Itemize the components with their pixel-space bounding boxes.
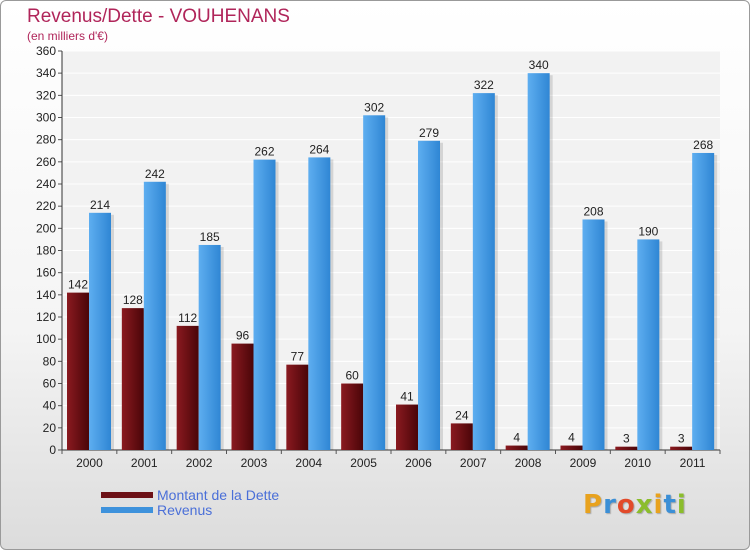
data-label: 77 (291, 350, 305, 364)
y-tick-label: 80 (43, 354, 57, 368)
data-label: 3 (678, 432, 685, 446)
y-tick-label: 120 (36, 310, 56, 324)
bar-revenus (198, 244, 221, 450)
chart-subtitle: (en milliers d'€) (27, 29, 108, 43)
legend-label-dette: Montant de la Dette (157, 486, 280, 503)
legend-swatch-revenus (101, 506, 153, 513)
logo-letter: o (616, 490, 636, 520)
logo-letter: t (663, 490, 677, 520)
bar-dette (560, 445, 583, 450)
data-label: 60 (345, 369, 359, 383)
x-tick-label: 2004 (295, 456, 322, 470)
y-tick-label: 20 (43, 421, 57, 435)
x-tick-label: 2000 (76, 456, 103, 470)
legend-item-dette: Montant de la Dette (101, 486, 280, 503)
y-tick-label: 300 (36, 111, 56, 125)
y-tick-label: 60 (43, 377, 57, 391)
y-tick-label: 280 (36, 133, 56, 147)
bar-revenus (308, 157, 331, 450)
legend-swatch-dette (101, 491, 153, 498)
data-label: 128 (123, 293, 143, 307)
bar-revenus (637, 239, 660, 450)
x-tick-label: 2007 (460, 456, 487, 470)
y-tick-label: 160 (36, 266, 56, 280)
bar-dette (341, 383, 364, 450)
data-label: 214 (90, 198, 110, 212)
legend: Montant de la Dette Revenus (101, 486, 280, 518)
bar-revenus (527, 73, 550, 451)
proxiti-logo: Proxiti (583, 490, 687, 520)
data-label: 264 (309, 142, 329, 156)
data-label: 185 (200, 230, 220, 244)
legend-item-revenus: Revenus (101, 501, 279, 518)
data-label: 208 (583, 204, 603, 218)
x-tick-label: 2006 (405, 456, 432, 470)
x-tick-label: 2001 (131, 456, 158, 470)
data-label: 3 (623, 432, 630, 446)
bar-revenus (582, 219, 605, 450)
legend-label-revenus: Revenus (157, 501, 213, 518)
bar-revenus (143, 181, 166, 451)
data-label: 302 (364, 100, 384, 114)
data-label: 4 (513, 431, 520, 445)
data-label: 112 (178, 311, 197, 325)
bar-revenus (253, 159, 276, 450)
data-label: 24 (455, 408, 469, 422)
y-tick-label: 200 (36, 221, 56, 235)
bar-revenus (472, 93, 495, 450)
logo-letter: i (653, 490, 664, 520)
data-label: 242 (145, 167, 165, 181)
data-label: 262 (254, 145, 274, 159)
bar-dette (286, 364, 309, 450)
bar-dette (670, 446, 693, 450)
y-tick-label: 140 (36, 288, 56, 302)
logo-letter: x (635, 490, 654, 520)
bar-revenus (363, 115, 386, 451)
bar-dette (615, 446, 638, 450)
y-tick-label: 0 (49, 443, 56, 457)
data-label: 322 (474, 78, 494, 92)
logo-letter: r (603, 490, 617, 520)
bar-revenus (692, 152, 715, 450)
y-tick-label: 220 (36, 199, 56, 213)
data-label: 96 (236, 329, 250, 343)
y-tick-label: 360 (36, 44, 56, 58)
bar-dette (450, 423, 473, 450)
data-label: 190 (638, 224, 658, 238)
y-tick-label: 100 (36, 332, 56, 346)
data-label: 340 (529, 58, 549, 72)
bar-revenus (89, 212, 111, 450)
data-label: 142 (68, 278, 88, 292)
bar-dette (176, 325, 199, 450)
bar-dette (67, 292, 89, 450)
bar-dette (231, 343, 254, 450)
chart-title: Revenus/Dette - VOUHENANS (27, 6, 290, 27)
y-tick-label: 260 (36, 155, 56, 169)
bar-revenus (418, 140, 440, 450)
data-label: 41 (400, 390, 414, 404)
y-tick-label: 40 (43, 399, 57, 413)
x-tick-label: 2009 (570, 456, 597, 470)
y-tick-label: 180 (36, 244, 56, 258)
x-tick-label: 2011 (680, 456, 706, 470)
x-tick-label: 2010 (624, 456, 651, 470)
data-label: 4 (568, 431, 575, 445)
y-tick-label: 320 (36, 88, 56, 102)
x-tick-label: 2005 (350, 456, 377, 470)
logo-letter: i (676, 490, 687, 520)
x-tick-label: 2008 (515, 456, 542, 470)
data-label: 268 (693, 138, 713, 152)
data-label: 279 (419, 126, 439, 140)
bar-dette (121, 308, 144, 450)
y-tick-label: 240 (36, 177, 56, 191)
bar-dette (396, 404, 418, 450)
bar-dette (505, 445, 528, 450)
y-tick-label: 340 (36, 66, 56, 80)
logo-letter: P (583, 490, 604, 520)
x-tick-label: 2003 (241, 456, 268, 470)
x-tick-label: 2002 (186, 456, 213, 470)
